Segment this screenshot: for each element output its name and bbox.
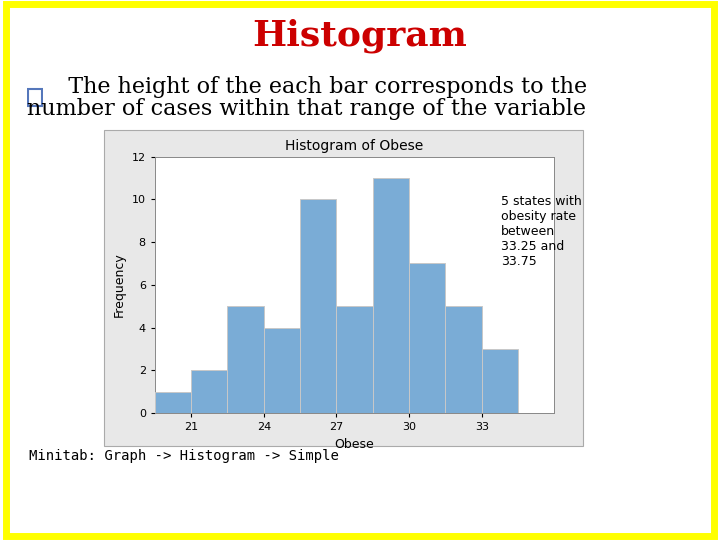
Bar: [264, 328, 300, 413]
Text: 5: 5: [689, 503, 696, 512]
Text: number of cases within that range of the variable: number of cases within that range of the…: [27, 98, 586, 120]
Bar: [373, 178, 409, 413]
X-axis label: Obese: Obese: [335, 438, 374, 451]
Bar: [482, 349, 518, 413]
Text: The height of the each bar corresponds to the: The height of the each bar corresponds t…: [54, 76, 587, 98]
Text: 5 states with
obesity rate
between
33.25 and
33.75: 5 states with obesity rate between 33.25…: [501, 195, 582, 268]
Bar: [155, 392, 191, 413]
Bar: [336, 306, 373, 413]
Text: Statistics: Unlocking the Power of Data: Statistics: Unlocking the Power of Data: [17, 509, 354, 524]
Title: Histogram of Obese: Histogram of Obese: [285, 139, 424, 153]
Y-axis label: Frequency: Frequency: [113, 253, 126, 317]
Text: Histogram: Histogram: [253, 19, 467, 53]
Text: Minitab: Graph -> Histogram -> Simple: Minitab: Graph -> Histogram -> Simple: [29, 449, 338, 463]
Text: Lock: Lock: [648, 509, 688, 524]
Bar: [300, 199, 336, 413]
Bar: [28, 89, 42, 106]
Bar: [191, 370, 228, 413]
Bar: [228, 306, 264, 413]
Bar: [409, 264, 446, 413]
Bar: [446, 306, 482, 413]
